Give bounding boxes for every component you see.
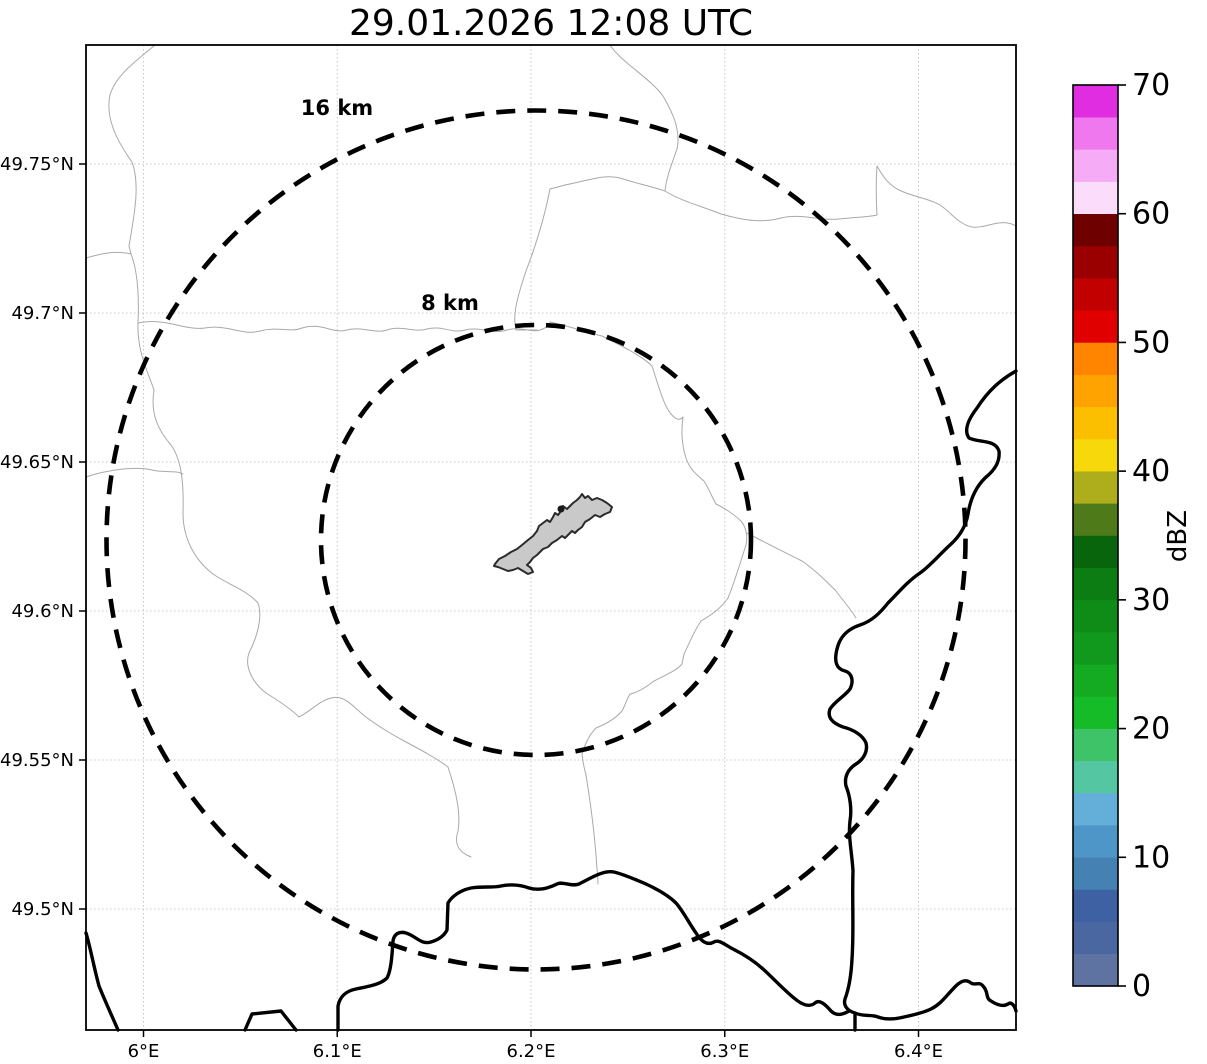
colorbar-segment xyxy=(1073,342,1118,375)
colorbar-segment xyxy=(1073,245,1118,279)
colorbar-segment xyxy=(1073,116,1118,150)
border-line-south xyxy=(336,869,851,1032)
y-axis-ticks: 49.75°N 49.7°N 49.65°N 49.6°N 49.55°N 49.5°N xyxy=(0,154,86,920)
river-line-east xyxy=(827,369,1018,1032)
colorbar-segment xyxy=(1073,663,1118,697)
colorbar-segment xyxy=(1073,406,1118,440)
colorbar-segment xyxy=(1073,309,1118,343)
x-tick-label: 6°E xyxy=(128,1041,160,1062)
y-tick-label: 49.75°N xyxy=(0,154,74,175)
border-line-southwest xyxy=(84,931,120,1032)
colorbar-segment xyxy=(1073,84,1118,118)
border-line-southeast xyxy=(853,979,1018,1021)
plot-title: 29.01.2026 12:08 UTC xyxy=(349,3,753,44)
colorbar-segment xyxy=(1073,599,1118,633)
colorbar-segment xyxy=(1073,953,1118,987)
y-tick-label: 49.65°N xyxy=(0,452,74,473)
colorbar-segment xyxy=(1073,889,1118,922)
x-tick-label: 6.1°E xyxy=(313,1041,362,1062)
x-tick-label: 6.3°E xyxy=(700,1041,749,1062)
y-tick-label: 49.7°N xyxy=(11,303,74,324)
colorbar-axis-label: dBZ xyxy=(1163,510,1193,562)
y-tick-label: 49.6°N xyxy=(11,601,74,622)
colorbar-segment xyxy=(1073,213,1118,247)
range-ring-8km xyxy=(318,322,754,758)
colorbar-tick-label: 70 xyxy=(1132,68,1170,103)
colorbar-segment xyxy=(1073,535,1118,568)
colorbar-segment xyxy=(1073,277,1118,311)
colorbar-segment xyxy=(1073,567,1118,601)
colorbar-segment xyxy=(1073,792,1118,826)
colorbar-segment xyxy=(1073,438,1118,472)
urban-area-polygon xyxy=(493,493,613,575)
range-rings xyxy=(104,108,968,972)
colorbar-segment xyxy=(1073,470,1118,504)
range-ring-16km xyxy=(104,108,968,972)
colorbar-tick-label: 10 xyxy=(1132,840,1170,875)
map-frame xyxy=(85,44,1017,1031)
colorbar-tick-label: 50 xyxy=(1132,325,1170,360)
colorbar-segment xyxy=(1073,856,1118,890)
range-ring-label: 8 km xyxy=(421,291,479,315)
colorbar-segment xyxy=(1073,149,1118,182)
range-ring-labels: 16 km 8 km xyxy=(301,96,479,315)
range-ring-label: 16 km xyxy=(301,96,373,120)
colorbar-segment xyxy=(1073,181,1118,215)
admin-boundary-lines xyxy=(85,44,1017,885)
colorbar-segment xyxy=(1073,503,1118,536)
colorbar-segment xyxy=(1073,921,1118,955)
colorbar-segment xyxy=(1073,374,1118,408)
border-line-hat xyxy=(243,1009,298,1032)
colorbar-frame xyxy=(1072,84,1119,987)
x-tick-label: 6.2°E xyxy=(507,1041,556,1062)
x-tick-label: 6.4°E xyxy=(894,1041,943,1062)
colorbar-tick-label: 0 xyxy=(1132,969,1151,1004)
colorbar: 0 10 20 30 40 50 60 70 xyxy=(1073,68,1170,1004)
x-axis-ticks: 6°E 6.1°E 6.2°E 6.3°E 6.4°E xyxy=(128,1030,943,1062)
colorbar-segment xyxy=(1073,728,1118,762)
colorbar-tick-label: 40 xyxy=(1132,454,1170,489)
colorbar-segment xyxy=(1073,631,1118,665)
colorbar-tick-label: 30 xyxy=(1132,583,1170,618)
y-tick-label: 49.55°N xyxy=(0,750,74,771)
colorbar-tick-label: 20 xyxy=(1132,712,1170,747)
colorbar-segment xyxy=(1073,824,1118,858)
y-tick-label: 49.5°N xyxy=(11,899,74,920)
colorbar-segment xyxy=(1073,760,1118,794)
radar-site-marker xyxy=(557,505,565,513)
country-border-lines xyxy=(84,369,1018,1032)
colorbar-segment xyxy=(1073,696,1118,729)
colorbar-tick-label: 60 xyxy=(1132,197,1170,232)
